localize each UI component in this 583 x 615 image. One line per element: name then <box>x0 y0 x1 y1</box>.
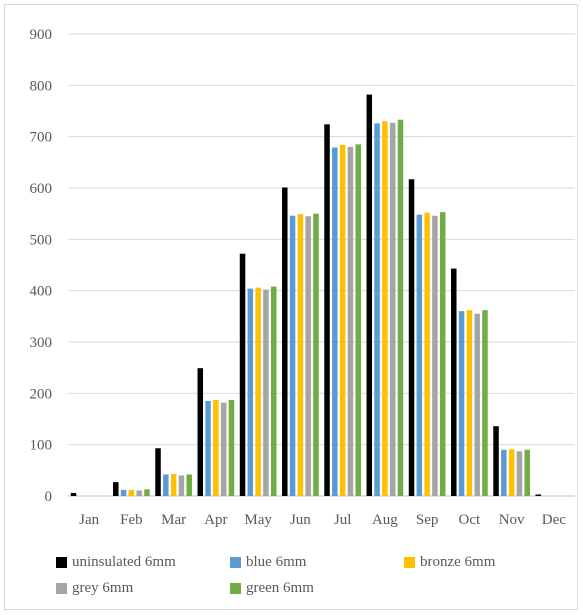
bar <box>178 475 185 496</box>
bar <box>324 124 330 496</box>
y-tick-label: 0 <box>45 489 53 505</box>
legend-item: bronze 6mm <box>404 554 495 571</box>
bar <box>213 400 219 496</box>
bar <box>408 179 415 497</box>
bar <box>482 310 488 496</box>
legend-swatch <box>230 583 241 594</box>
bar <box>458 311 465 496</box>
bar <box>439 212 446 497</box>
bar <box>305 216 311 496</box>
y-tick-label: 700 <box>30 130 53 146</box>
bar <box>493 426 499 496</box>
bar <box>366 94 373 496</box>
x-tick-label: Aug <box>372 512 398 528</box>
bar <box>270 286 277 496</box>
bar <box>339 144 346 496</box>
bar <box>144 489 150 496</box>
bar <box>516 451 523 496</box>
bar <box>313 213 319 496</box>
y-tick-label: 800 <box>30 78 53 94</box>
legend-item: blue 6mm <box>230 554 306 571</box>
bar <box>255 287 261 496</box>
y-tick-label: 400 <box>30 284 53 300</box>
bar <box>451 268 457 496</box>
bar <box>247 288 254 496</box>
bar <box>136 490 142 496</box>
bar <box>220 402 227 496</box>
legend-swatch <box>230 557 241 568</box>
bar <box>289 215 296 496</box>
legend-label: uninsulated 6mm <box>72 554 176 570</box>
legend-item: uninsulated 6mm <box>56 554 176 571</box>
bar <box>466 310 473 496</box>
bar <box>297 214 304 496</box>
legend-label: green 6mm <box>246 580 314 596</box>
y-tick-label: 600 <box>30 181 53 197</box>
x-tick-label: Jan <box>79 512 99 528</box>
bar <box>424 212 430 496</box>
x-tick-label: Feb <box>120 512 143 528</box>
bar <box>397 119 404 496</box>
bar <box>501 449 507 496</box>
x-tick-label: Oct <box>459 512 481 528</box>
x-tick-label: Nov <box>499 512 525 528</box>
bar <box>163 474 169 496</box>
x-tick-label: Dec <box>542 512 566 528</box>
y-tick-label: 200 <box>30 386 53 402</box>
legend-label: blue 6mm <box>246 554 307 570</box>
bar <box>332 147 338 497</box>
chart-frame <box>4 4 578 610</box>
bar <box>70 492 77 496</box>
legend-label: grey 6mm <box>72 580 134 596</box>
bar <box>155 448 161 496</box>
bar <box>474 313 480 496</box>
bar <box>197 368 204 496</box>
bar <box>355 144 361 496</box>
y-tick-label: 300 <box>30 335 53 351</box>
bar <box>128 489 135 496</box>
bar <box>416 214 423 496</box>
bar <box>524 449 530 496</box>
bar <box>205 401 211 496</box>
bar <box>239 253 246 496</box>
x-tick-label: Jun <box>290 512 311 528</box>
bar <box>508 449 515 496</box>
bar <box>432 215 438 496</box>
legend-swatch <box>56 583 67 594</box>
x-tick-label: Jul <box>334 512 352 528</box>
bar <box>263 289 269 496</box>
x-tick-label: May <box>244 512 272 528</box>
bar <box>347 146 354 496</box>
legend-label: bronze 6mm <box>420 554 496 570</box>
bar <box>113 482 119 496</box>
x-tick-label: Apr <box>204 512 227 528</box>
bar <box>170 473 177 496</box>
bar <box>535 494 542 496</box>
bar <box>228 400 235 496</box>
bar <box>120 489 127 496</box>
y-tick-label: 900 <box>30 27 53 43</box>
legend-swatch <box>56 557 67 568</box>
legend-swatch <box>404 557 415 568</box>
x-tick-label: Sep <box>416 512 439 528</box>
y-tick-label: 500 <box>30 232 53 248</box>
legend-item: green 6mm <box>230 580 314 597</box>
legend-item: grey 6mm <box>56 580 133 597</box>
x-tick-label: Mar <box>161 512 186 528</box>
bar <box>389 122 396 496</box>
bar <box>374 123 380 496</box>
bar <box>282 187 288 496</box>
bar <box>186 474 192 496</box>
bar <box>382 121 388 497</box>
y-tick-label: 100 <box>30 438 53 454</box>
